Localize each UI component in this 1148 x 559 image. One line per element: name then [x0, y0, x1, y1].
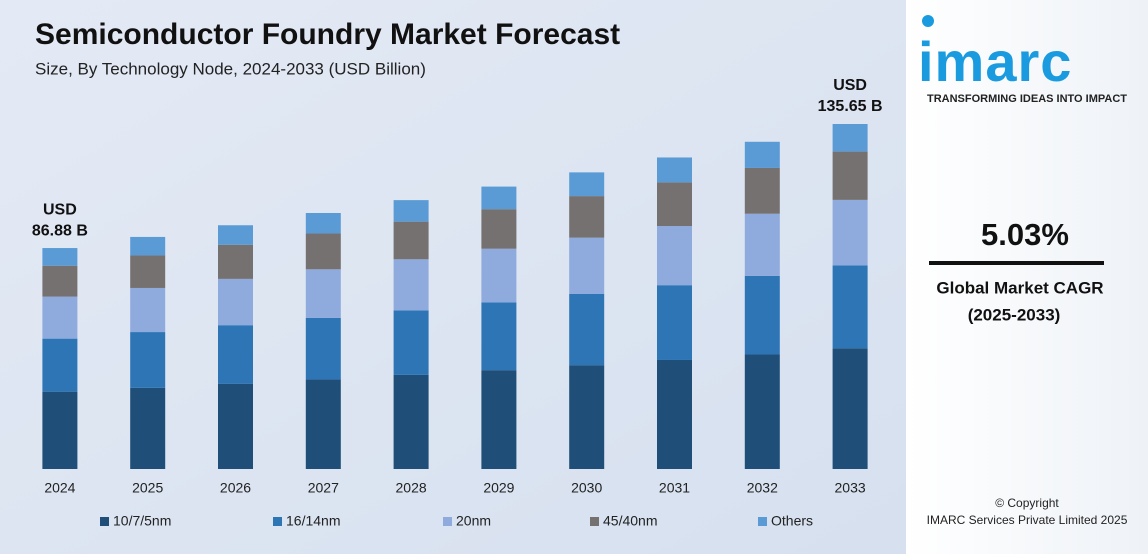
bar-segment: [218, 244, 253, 279]
legend-label: 20nm: [456, 513, 491, 529]
bar-segment: [130, 387, 166, 469]
bar-segment: [569, 196, 605, 238]
bar-segment: [218, 278, 253, 326]
cagr-label: Global Market CAGR: [936, 278, 1103, 297]
bar-segment: [744, 275, 780, 355]
bar-segment: [744, 141, 780, 168]
bar-segment: [393, 374, 429, 469]
bar-segment: [393, 221, 429, 260]
bar-segment: [42, 265, 78, 297]
bar-segment: [657, 226, 692, 286]
bar-segment: [393, 200, 429, 222]
logo-dot: [922, 15, 934, 27]
bar-segment: [42, 391, 78, 469]
bar-segment: [305, 233, 341, 270]
legend-swatch: [100, 517, 109, 526]
bar-segment: [218, 225, 253, 245]
bar-segment: [305, 379, 341, 469]
logo: imarc: [918, 30, 1072, 93]
bar-segment: [393, 259, 429, 311]
bar-segment: [218, 383, 253, 469]
bar-segment: [305, 212, 341, 234]
bar-segment: [130, 287, 166, 333]
bar-segment: [569, 293, 605, 366]
bar-segment: [657, 157, 692, 183]
bar-segment: [481, 302, 517, 371]
bar-segment: [481, 370, 517, 469]
bar-segment: [130, 236, 166, 256]
bar-segment: [305, 269, 341, 318]
tagline: TRANSFORMING IDEAS INTO IMPACT: [927, 93, 1127, 105]
bar-segment: [832, 124, 868, 152]
bar-segment: [305, 317, 341, 380]
copyright: © Copyright: [995, 496, 1059, 510]
cagr-period: (2025-2033): [968, 305, 1061, 324]
bar-segment: [744, 354, 780, 469]
legend-label: Others: [771, 513, 813, 529]
legend-label: 45/40nm: [603, 513, 657, 529]
bar-segment: [744, 167, 780, 214]
total-unit: USD: [43, 201, 77, 218]
x-tick-label: 2025: [132, 480, 163, 496]
total-label: 86.88 B: [32, 222, 88, 239]
bar-segment: [481, 209, 517, 249]
bar-segment: [42, 296, 78, 339]
bar-segment: [42, 248, 78, 266]
x-tick-label: 2028: [396, 480, 427, 496]
bar-segment: [393, 310, 429, 375]
divider: [929, 261, 1104, 265]
legend-label: 10/7/5nm: [113, 513, 171, 529]
x-tick-label: 2026: [220, 480, 251, 496]
x-tick-label: 2030: [571, 480, 602, 496]
legend-swatch: [590, 517, 599, 526]
bar-segment: [832, 265, 868, 349]
x-tick-label: 2033: [835, 480, 866, 496]
legend-swatch: [443, 517, 452, 526]
company: IMARC Services Private Limited 2025: [927, 513, 1128, 527]
side-panel: [906, 0, 1148, 554]
bar-segment: [657, 285, 692, 360]
bar-segment: [130, 255, 166, 288]
bar-segment: [744, 213, 780, 276]
bar-segment: [569, 172, 605, 197]
x-tick-label: 2031: [659, 480, 690, 496]
bar-segment: [832, 199, 868, 266]
bar-segment: [657, 359, 692, 469]
x-tick-label: 2027: [308, 480, 339, 496]
bar-segment: [832, 151, 868, 200]
bar-segment: [481, 186, 517, 210]
x-tick-label: 2029: [483, 480, 514, 496]
bar-segment: [481, 248, 517, 303]
bar-segment: [657, 182, 692, 227]
bar-segment: [42, 338, 78, 392]
bar-segment: [218, 325, 253, 384]
x-tick-label: 2032: [747, 480, 778, 496]
bar-segment: [130, 332, 166, 388]
total-unit: USD: [833, 77, 867, 94]
chart-title: Semiconductor Foundry Market Forecast: [35, 18, 620, 51]
bar-segment: [832, 348, 868, 469]
chart-subtitle: Size, By Technology Node, 2024-2033 (USD…: [35, 59, 426, 78]
x-tick-label: 2024: [44, 480, 75, 496]
cagr-value: 5.03%: [981, 217, 1069, 252]
legend-swatch: [758, 517, 767, 526]
legend-swatch: [273, 517, 282, 526]
legend-label: 16/14nm: [286, 513, 340, 529]
bar-segment: [569, 237, 605, 294]
total-label: 135.65 B: [818, 98, 883, 115]
bar-segment: [569, 365, 605, 469]
